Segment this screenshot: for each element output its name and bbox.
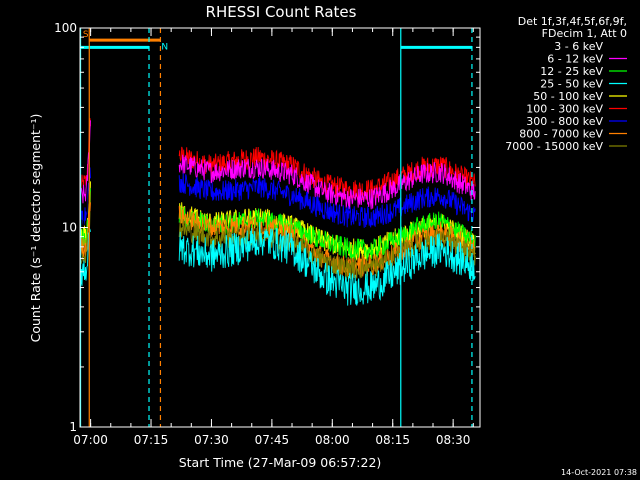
legend-label-1: 6 - 12 keV — [547, 53, 603, 66]
legend-label-0: 3 - 6 keV — [554, 40, 603, 53]
x-tick-label-4: 08:00 — [315, 433, 350, 447]
x-tick-label-2: 07:30 — [194, 433, 229, 447]
y-tick-label-1: 10 — [62, 221, 77, 235]
series-line-8-1 — [178, 221, 476, 306]
axes: 07:00 07:15 07:30 07:45 08:00 08:15 08:30 1 10 10… — [54, 21, 481, 447]
x-tick-label-5: 08:15 — [375, 433, 410, 447]
legend: Det 1f,3f,4f,5f,6f,9f,FDecim 1, Att 03 -… — [505, 15, 627, 153]
x-tick-label-6: 08:30 — [436, 433, 471, 447]
legend-label-5: 100 - 300 keV — [526, 103, 603, 116]
series-line-7-1 — [178, 219, 476, 281]
legend-label-4: 50 - 100 keV — [533, 90, 603, 103]
series-line-2-1 — [178, 173, 476, 228]
legend-label-2: 12 - 25 keV — [540, 65, 603, 78]
x-tick-label-1: 07:15 — [134, 433, 169, 447]
legend-header-0: Det 1f,3f,4f,5f,6f,9f, — [518, 15, 627, 28]
legend-label-6: 300 - 800 keV — [526, 115, 603, 128]
series-line-1-1 — [178, 154, 476, 210]
y-axis-label: Count Rate (s⁻¹ detector segment⁻¹) — [28, 114, 43, 343]
legend-label-3: 25 - 50 keV — [540, 78, 603, 91]
legend-label-7: 800 - 7000 keV — [519, 128, 603, 141]
footer-timestamp: 14-Oct-2021 07:38 — [561, 468, 637, 477]
x-axis-label: Start Time (27-Mar-09 06:57:22) — [179, 455, 382, 470]
legend-label-8: 7000 - 15000 keV — [505, 140, 603, 153]
x-tick-label-3: 07:45 — [255, 433, 290, 447]
x-tick-label-0: 07:00 — [73, 433, 108, 447]
chart-title: RHESSI Count Rates — [206, 3, 357, 21]
plot-area: SN — [79, 28, 476, 427]
y-tick-label-0: 1 — [69, 420, 77, 434]
annotation-1: N — [161, 43, 168, 53]
y-tick-label-2: 100 — [54, 21, 77, 35]
annotation-0: S — [83, 30, 89, 40]
legend-header-1: FDecim 1, Att 0 — [542, 27, 627, 40]
